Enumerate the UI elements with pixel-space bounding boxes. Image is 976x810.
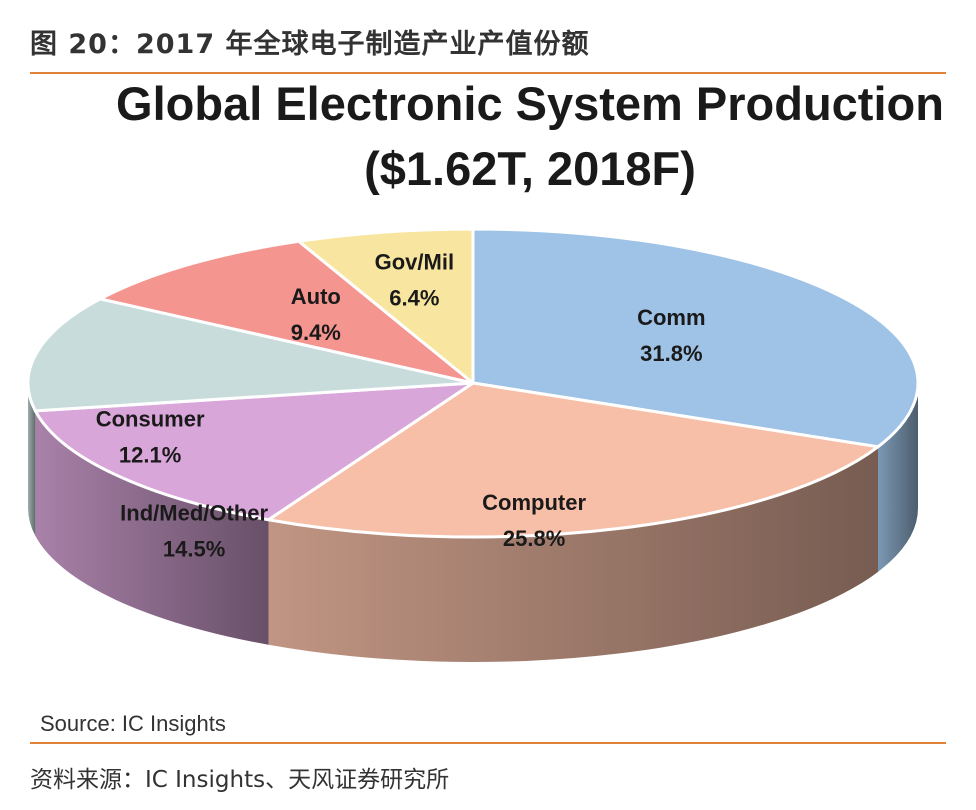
pie-slice-comm: [471, 227, 920, 449]
pie-slice-auto: [98, 239, 475, 385]
chart-title: Global Electronic System Production: [116, 77, 944, 130]
pie-slice-consumer: [26, 297, 475, 413]
slice-label-gov-mil: Gov/Mil: [375, 249, 454, 274]
slice-label-auto: Auto: [291, 284, 341, 309]
slice-value-consumer: 12.1%: [119, 443, 181, 468]
pie-slice-gov-mil: [297, 227, 475, 385]
top-divider: [30, 72, 946, 74]
slice-value-auto: 9.4%: [291, 320, 341, 345]
slice-label-computer: Computer: [482, 490, 586, 515]
slice-label-comm: Comm: [637, 305, 705, 330]
slice-value-ind-med-other: 14.5%: [163, 537, 225, 562]
pie-side-consumer: [28, 383, 36, 536]
pie-side-computer: [268, 446, 878, 662]
bottom-divider: [30, 742, 946, 744]
slice-value-comm: 31.8%: [640, 341, 702, 366]
pie-side-comm: [877, 383, 918, 572]
slice-value-computer: 25.8%: [503, 526, 565, 551]
figure-caption: 图 20：2017 年全球电子制造产业产值份额: [30, 29, 590, 60]
pie-slice-computer: [266, 381, 880, 539]
pie-slice-ind-med-other: [33, 381, 475, 522]
slice-label-consumer: Consumer: [96, 407, 205, 432]
chart-subtitle: ($1.62T, 2018F): [364, 142, 696, 195]
pie-side-ind-med-other: [35, 410, 269, 645]
chart-source: Source: IC Insights: [40, 711, 226, 736]
slice-value-gov-mil: 6.4%: [389, 285, 439, 310]
source-note: 资料来源：IC Insights、天风证券研究所: [30, 767, 450, 793]
slice-label-ind-med-other: Ind/Med/Other: [120, 501, 268, 526]
